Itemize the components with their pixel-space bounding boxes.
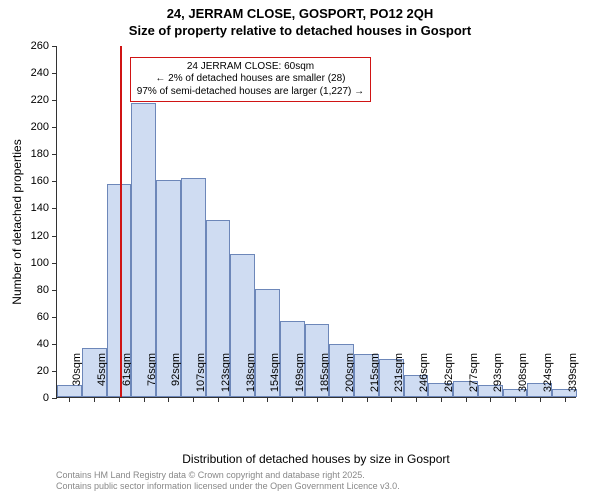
y-tick-label: 140 [31,202,57,214]
x-tick [317,397,318,402]
x-tick [367,397,368,402]
y-tick-label: 20 [37,365,57,377]
chart-title-block: 24, JERRAM CLOSE, GOSPORT, PO12 2QH Size… [0,0,600,38]
y-tick-label: 120 [31,230,57,242]
y-tick-label: 180 [31,148,57,160]
title-line-2: Size of property relative to detached ho… [0,23,600,38]
y-tick-label: 80 [37,284,57,296]
x-tick [515,397,516,402]
annotation-line: 97% of semi-detached houses are larger (… [137,86,364,99]
x-tick [416,397,417,402]
annotation-box: 24 JERRAM CLOSE: 60sqm← 2% of detached h… [130,57,371,103]
footer-line-2: Contains public sector information licen… [56,481,400,492]
x-tick [94,397,95,402]
annotation-line: ← 2% of detached houses are smaller (28) [137,73,364,86]
x-tick [243,397,244,402]
y-tick-label: 60 [37,311,57,323]
y-tick-label: 260 [31,40,57,52]
y-tick-label: 240 [31,67,57,79]
footer-line-1: Contains HM Land Registry data © Crown c… [56,470,400,481]
y-axis-title: Number of detached properties [10,139,24,304]
footer-attribution: Contains HM Land Registry data © Crown c… [56,470,400,492]
x-tick [565,397,566,402]
x-tick [218,397,219,402]
y-tick-label: 100 [31,257,57,269]
plot-area: 02040608010012014016018020022024026030sq… [56,46,576,398]
y-tick-label: 0 [43,392,57,404]
x-tick [342,397,343,402]
y-tick-label: 40 [37,338,57,350]
x-tick [144,397,145,402]
x-tick [441,397,442,402]
title-line-1: 24, JERRAM CLOSE, GOSPORT, PO12 2QH [0,6,600,21]
x-tick [466,397,467,402]
x-axis-title: Distribution of detached houses by size … [56,452,576,466]
y-tick-label: 200 [31,121,57,133]
y-tick-label: 160 [31,175,57,187]
reference-line [120,46,122,397]
x-tick-label: 339sqm [567,353,579,403]
x-tick [119,397,120,402]
annotation-line: 24 JERRAM CLOSE: 60sqm [137,61,364,74]
x-tick [540,397,541,402]
y-tick-label: 220 [31,94,57,106]
